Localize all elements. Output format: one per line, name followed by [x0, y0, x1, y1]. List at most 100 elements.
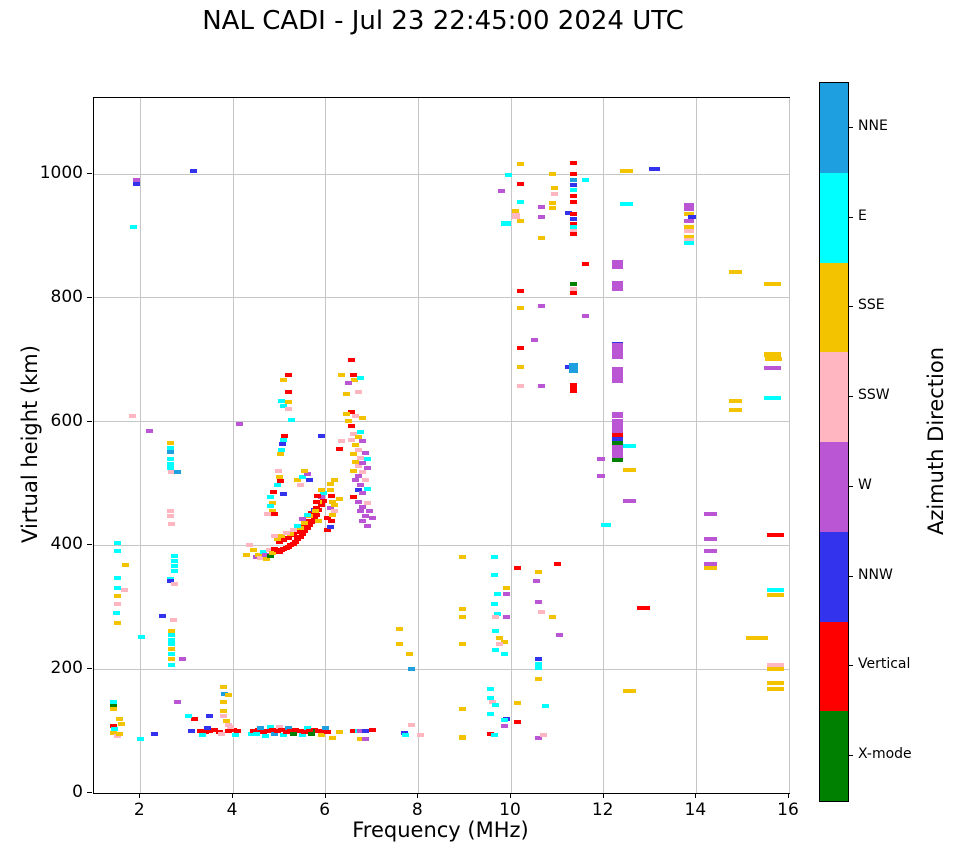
- data-point: [206, 729, 214, 734]
- data-point: [166, 449, 174, 454]
- data-point: [511, 213, 520, 220]
- data-point: [396, 641, 404, 646]
- data-point: [492, 648, 500, 653]
- data-point: [498, 188, 506, 193]
- data-point: [500, 717, 508, 722]
- data-point: [326, 506, 334, 511]
- data-point: [121, 588, 129, 592]
- data-point: [229, 728, 237, 733]
- data-point: [766, 588, 784, 592]
- data-point: [280, 492, 288, 497]
- data-point: [612, 412, 624, 419]
- data-point: [289, 732, 297, 737]
- data-point: [166, 466, 174, 471]
- data-point: [227, 724, 235, 729]
- data-point: [336, 497, 344, 502]
- data-point: [684, 241, 695, 246]
- colorbar-segment-nne: [820, 83, 848, 173]
- colorbar-tick-mark: [848, 485, 853, 487]
- data-point: [282, 729, 290, 734]
- data-point: [570, 172, 578, 177]
- data-point: [495, 636, 503, 641]
- plot-area: [93, 97, 790, 794]
- data-point: [280, 538, 288, 543]
- colorbar-tick-mark: [848, 216, 853, 218]
- data-point: [326, 487, 334, 492]
- data-point: [266, 495, 274, 500]
- y-tick-mark: [87, 544, 92, 546]
- data-point: [684, 207, 695, 212]
- data-point: [600, 523, 611, 528]
- data-point: [166, 509, 174, 514]
- data-point: [363, 501, 371, 506]
- data-point: [500, 652, 508, 657]
- data-point: [565, 365, 573, 370]
- x-axis-title: Frequency (MHz): [352, 818, 529, 842]
- data-point: [270, 490, 278, 495]
- data-point: [250, 548, 258, 553]
- data-point: [109, 724, 117, 729]
- data-point: [349, 469, 357, 474]
- data-point: [294, 529, 302, 534]
- data-point: [199, 733, 207, 738]
- data-point: [285, 536, 293, 541]
- data-point: [285, 726, 293, 731]
- data-point: [308, 732, 316, 737]
- data-point: [197, 729, 205, 734]
- gridline-vertical: [139, 98, 141, 793]
- data-point: [505, 173, 513, 178]
- data-point: [220, 700, 228, 705]
- data-point: [136, 737, 144, 742]
- azimuth-colorbar: [819, 82, 849, 802]
- data-point: [516, 289, 524, 294]
- data-point: [512, 209, 520, 214]
- data-point: [570, 212, 578, 217]
- data-point: [343, 412, 351, 417]
- data-point: [179, 657, 187, 662]
- data-point: [401, 733, 409, 738]
- data-point: [187, 729, 195, 734]
- data-point: [684, 224, 695, 229]
- data-point: [168, 633, 176, 638]
- data-point: [315, 518, 323, 523]
- data-point: [363, 456, 371, 461]
- data-point: [349, 372, 357, 377]
- data-point: [729, 399, 743, 404]
- data-point: [356, 455, 364, 460]
- data-point: [612, 449, 624, 456]
- data-point: [315, 729, 323, 734]
- data-point: [535, 665, 543, 670]
- data-point: [343, 391, 351, 396]
- data-point: [150, 731, 158, 736]
- data-point: [268, 501, 276, 506]
- data-point: [502, 586, 510, 591]
- data-point: [224, 693, 232, 698]
- y-tick-label: 1000: [39, 163, 83, 184]
- data-point: [278, 728, 286, 733]
- data-point: [294, 537, 302, 542]
- data-point: [542, 704, 550, 709]
- data-point: [299, 532, 306, 537]
- data-point: [535, 599, 543, 604]
- data-point: [535, 677, 543, 682]
- colorbar-tick-mark: [848, 306, 853, 308]
- data-point: [570, 383, 578, 389]
- data-point: [539, 732, 547, 737]
- x-tick-label: 8: [411, 800, 423, 820]
- data-point: [703, 562, 717, 566]
- data-point: [303, 512, 311, 517]
- data-point: [458, 735, 466, 740]
- data-point: [500, 639, 508, 644]
- data-point: [516, 306, 524, 311]
- data-point: [146, 428, 154, 433]
- data-point: [204, 726, 212, 731]
- data-point: [417, 732, 425, 737]
- data-point: [570, 225, 578, 230]
- data-point: [257, 555, 265, 560]
- data-point: [166, 440, 174, 445]
- data-point: [275, 540, 283, 545]
- data-point: [766, 532, 784, 537]
- data-point: [612, 452, 624, 459]
- data-point: [168, 662, 176, 667]
- data-point: [327, 493, 335, 498]
